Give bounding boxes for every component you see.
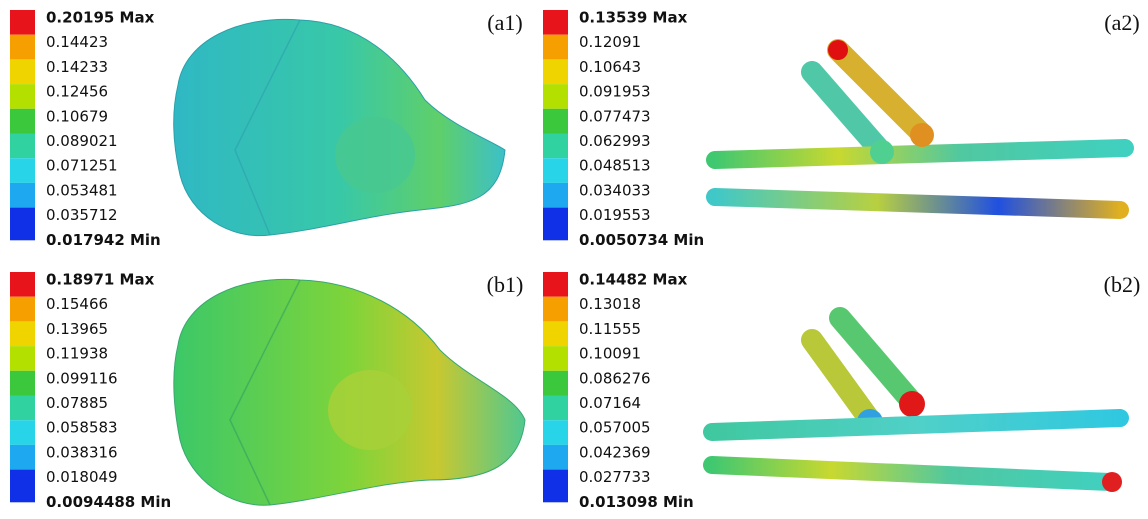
legend-swatch bbox=[543, 109, 568, 134]
legend-swatch bbox=[10, 109, 35, 134]
figure: 0.20195 Max 0.14423 0.14233 0.12456 0.10679 0… bbox=[0, 0, 1148, 519]
legend-swatch bbox=[10, 59, 35, 84]
legend-label: 0.15466 bbox=[46, 295, 108, 313]
panel-label: (b2) bbox=[1104, 272, 1141, 297]
legend-swatch bbox=[10, 321, 35, 346]
legend-swatch bbox=[10, 396, 35, 421]
legend-label: 0.10643 bbox=[579, 58, 641, 76]
legend-label: 0.099116 bbox=[46, 369, 118, 387]
legend-label: 0.034033 bbox=[579, 181, 651, 199]
legend-swatch bbox=[543, 183, 568, 208]
legend-label: 0.071251 bbox=[46, 157, 118, 175]
panel-b2-render bbox=[712, 318, 1122, 492]
legend-swatch bbox=[10, 346, 35, 371]
legend-swatch bbox=[10, 35, 35, 60]
legend-label: 0.058583 bbox=[46, 419, 118, 437]
legend-label: 0.077473 bbox=[579, 107, 651, 125]
legend-label: 0.14233 bbox=[46, 58, 108, 76]
legend-swatch bbox=[543, 396, 568, 421]
legend-label: 0.12456 bbox=[46, 83, 108, 101]
legend-swatch bbox=[543, 321, 568, 346]
legend-swatch bbox=[10, 134, 35, 159]
legend-swatch bbox=[543, 470, 568, 503]
legend-swatch bbox=[543, 272, 568, 297]
legend-swatch bbox=[10, 84, 35, 109]
legend-swatch bbox=[543, 371, 568, 396]
legend-label: 0.14482 Max bbox=[579, 271, 688, 289]
legend-swatch bbox=[10, 272, 35, 297]
legend-label: 0.07164 bbox=[579, 394, 641, 412]
legend-label: 0.038316 bbox=[46, 443, 118, 461]
legend-swatch bbox=[543, 35, 568, 60]
panel-a2-render bbox=[715, 40, 1125, 210]
legend-swatch bbox=[543, 134, 568, 159]
legend-label: 0.20195 Max bbox=[46, 9, 155, 27]
legend-label: 0.18971 Max bbox=[46, 271, 155, 289]
legend-label: 0.091953 bbox=[579, 83, 651, 101]
legend-swatch bbox=[543, 420, 568, 445]
legend-label: 0.035712 bbox=[46, 206, 118, 224]
legend-label: 0.07885 bbox=[46, 394, 108, 412]
legend-swatch bbox=[10, 208, 35, 241]
legend-swatch bbox=[10, 297, 35, 322]
legend-label: 0.027733 bbox=[579, 468, 651, 486]
legend-label: 0.042369 bbox=[579, 443, 651, 461]
legend-label: 0.057005 bbox=[579, 419, 651, 437]
legend-swatch bbox=[543, 208, 568, 241]
legend-swatch bbox=[10, 10, 35, 35]
legend-label: 0.017942 Min bbox=[46, 231, 161, 249]
legend-swatch bbox=[543, 445, 568, 470]
legend-label: 0.062993 bbox=[579, 132, 651, 150]
legend-label: 0.11938 bbox=[46, 345, 108, 363]
legend-swatch bbox=[543, 10, 568, 35]
legend-swatch bbox=[10, 420, 35, 445]
panel-label: (a2) bbox=[1104, 10, 1139, 35]
legend-swatch bbox=[10, 470, 35, 503]
legend-label: 0.089021 bbox=[46, 132, 118, 150]
panel-label: (b1) bbox=[487, 272, 524, 297]
legend-label: 0.12091 bbox=[579, 33, 641, 51]
panel-a1-render bbox=[174, 19, 505, 235]
legend-swatch bbox=[543, 84, 568, 109]
legend-label: 0.10679 bbox=[46, 107, 108, 125]
legend-label: 0.11555 bbox=[579, 320, 641, 338]
legend-label: 0.086276 bbox=[579, 369, 651, 387]
legend-swatch bbox=[543, 59, 568, 84]
legend-swatch bbox=[543, 346, 568, 371]
legend-label: 0.13965 bbox=[46, 320, 108, 338]
legend-label: 0.013098 Min bbox=[579, 493, 694, 511]
panel-b1-render bbox=[174, 279, 525, 505]
legend-swatch bbox=[10, 371, 35, 396]
legend-label: 0.018049 bbox=[46, 468, 118, 486]
legend-swatch bbox=[10, 158, 35, 183]
legend-swatch bbox=[543, 297, 568, 322]
legend-swatch bbox=[543, 158, 568, 183]
legend-label: 0.0094488 Min bbox=[46, 493, 171, 511]
legend-label: 0.10091 bbox=[579, 345, 641, 363]
legend-label: 0.048513 bbox=[579, 157, 651, 175]
legend-label: 0.13539 Max bbox=[579, 9, 688, 27]
legend-label: 0.019553 bbox=[579, 206, 651, 224]
panel-label: (a1) bbox=[487, 10, 522, 35]
legend-label: 0.053481 bbox=[46, 181, 118, 199]
legend-label: 0.13018 bbox=[579, 295, 641, 313]
legend-swatch bbox=[10, 183, 35, 208]
legend-swatch bbox=[10, 445, 35, 470]
legend-label: 0.14423 bbox=[46, 33, 108, 51]
legend-label: 0.0050734 Min bbox=[579, 231, 704, 249]
